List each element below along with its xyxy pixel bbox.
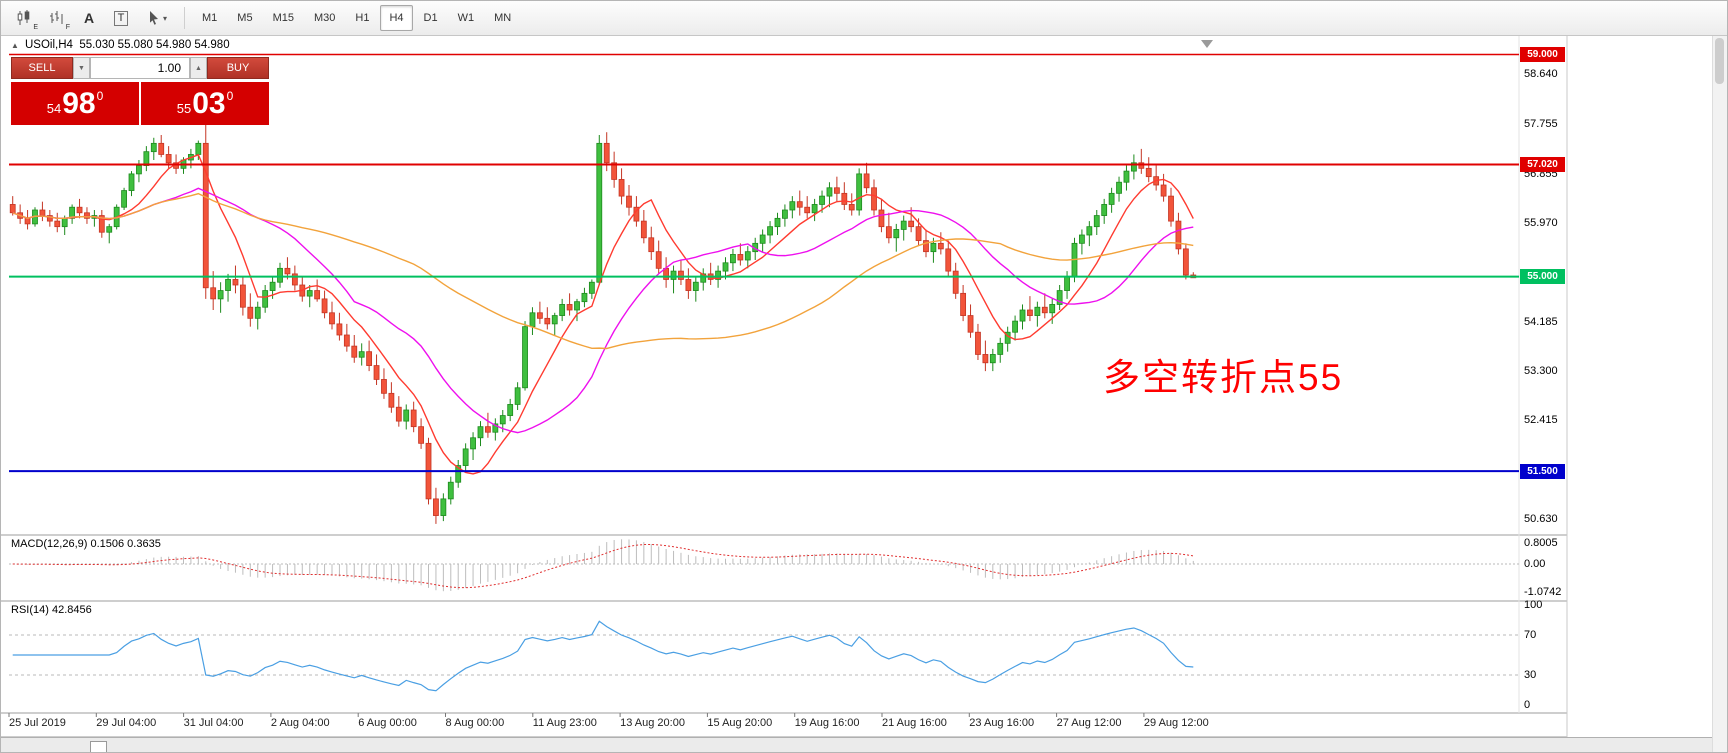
price-axis-label: 57.755: [1524, 117, 1558, 130]
sell-price-frac: 98: [62, 86, 96, 120]
timeframe-button-M30[interactable]: M30: [313, 12, 336, 24]
rsi-axis-label: 30: [1524, 669, 1537, 681]
vertical-scrollbar[interactable]: [1712, 35, 1727, 752]
text-annotation-icon[interactable]: A: [83, 10, 95, 26]
chart-text-annotation: 多空转折点55: [1103, 357, 1344, 398]
time-axis-label: 2 Aug 04:00: [270, 717, 330, 729]
time-axis-label: 27 Aug 12:00: [1056, 717, 1122, 729]
price-axis-label: 55.970: [1524, 216, 1558, 229]
crosshair-tool-icon[interactable]: ▾: [137, 4, 177, 32]
chart-tab-strip: [1, 737, 1727, 752]
time-axis-label: 25 Jul 2019: [9, 717, 66, 729]
macd-axis-label: 0.00: [1524, 558, 1546, 571]
timeframe-button-M1[interactable]: M1: [202, 12, 218, 24]
icon-badge: E: [33, 24, 38, 31]
volume-decrease-button[interactable]: ▼: [73, 57, 90, 79]
time-axis-label: 29 Aug 12:00: [1143, 717, 1209, 729]
volume-increase-button[interactable]: ▲: [190, 57, 207, 79]
timeframe-button-M15[interactable]: M15: [272, 12, 294, 24]
buy-button[interactable]: BUY: [207, 57, 269, 79]
price-axis-label: 50.630: [1524, 513, 1558, 526]
timeframe-button-D1[interactable]: D1: [423, 12, 438, 24]
time-axis-label: 21 Aug 16:00: [882, 717, 947, 729]
rsi-axis-label: 70: [1524, 629, 1537, 641]
sell-button[interactable]: SELL: [11, 57, 73, 79]
scrollbar-thumb[interactable]: [1715, 38, 1724, 84]
time-axis-label: 13 Aug 20:00: [620, 717, 685, 729]
timeframe-button-W1[interactable]: W1: [457, 12, 475, 24]
price-axis-label: 58.640: [1524, 68, 1558, 81]
sell-price-box[interactable]: 54 98 0: [11, 82, 139, 125]
time-axis-label: 19 Aug 16:00: [794, 717, 860, 729]
price-line-badge: 55.000: [1520, 269, 1565, 285]
macd-axis-label: 0.8005: [1524, 536, 1558, 549]
timeframe-button-MN[interactable]: MN: [494, 12, 512, 24]
one-click-collapse-icon[interactable]: ▲: [11, 41, 19, 50]
timeframe-button-M5[interactable]: M5: [237, 12, 253, 24]
time-axis-label: 15 Aug 20:00: [707, 717, 773, 729]
rsi-axis-label: 0: [1524, 699, 1531, 711]
buy-price-frac: 03: [192, 86, 226, 120]
buy-price-pip: 0: [226, 89, 234, 103]
price-line-badge: 51.500: [1520, 463, 1565, 479]
price-line-badge: 59.000: [1520, 46, 1565, 62]
price-line-badge: 57.020: [1520, 156, 1565, 172]
buy-price-int: 55: [176, 100, 192, 116]
textbox-tool-icon[interactable]: T: [105, 4, 137, 32]
chart-tab[interactable]: [90, 741, 107, 752]
time-axis-label: 23 Aug 16:00: [969, 717, 1035, 729]
timeframe-button-H4[interactable]: H4: [380, 5, 413, 31]
macd-indicator-label: MACD(12,26,9) 0.1506 0.3635: [11, 538, 161, 550]
bar-chart-icon[interactable]: F: [41, 4, 73, 32]
time-axis-label: 31 Jul 04:00: [183, 717, 244, 729]
chart-title: USOil,H4 55.030 55.080 54.980 54.980: [25, 39, 230, 51]
volume-input[interactable]: [90, 57, 190, 79]
bars-glyph: [50, 11, 63, 24]
sell-price-int: 54: [46, 100, 62, 116]
time-axis-label: 8 Aug 00:00: [445, 717, 505, 729]
timeframe-group: M1 M5 M15 M30 H1 H4 D1 W1 MN: [192, 5, 521, 31]
macd-axis-label: -1.0742: [1524, 586, 1562, 599]
rsi-indicator-label: RSI(14) 42.8456: [11, 604, 92, 616]
rsi-axis-label: 100: [1524, 599, 1543, 611]
candlestick-chart-icon[interactable]: E: [9, 4, 41, 32]
cursor-glyph: [149, 11, 158, 25]
candles-glyph: [17, 10, 30, 25]
price-axis-label: 54.185: [1524, 315, 1558, 328]
buy-price-box[interactable]: 55 03 0: [141, 82, 269, 125]
toolbar: E F A T ▾ M1 M5 M15 M30 H1 H4 D1 W1 MN: [1, 1, 1727, 36]
price-axis-label: 52.415: [1524, 414, 1558, 427]
timeframe-button-H1[interactable]: H1: [355, 12, 370, 24]
time-axis-label: 29 Jul 04:00: [96, 717, 157, 729]
icon-badge: F: [65, 24, 70, 31]
time-axis-label: 11 Aug 23:00: [532, 717, 597, 729]
price-axis-label: 53.300: [1524, 365, 1558, 378]
one-click-trading-panel: SELL ▼ ▲ BUY 54 98 0 55 03 0: [11, 57, 269, 125]
time-axis-label: 6 Aug 00:00: [358, 717, 417, 729]
toolbar-separator: [184, 7, 185, 29]
sell-price-pip: 0: [96, 89, 104, 103]
